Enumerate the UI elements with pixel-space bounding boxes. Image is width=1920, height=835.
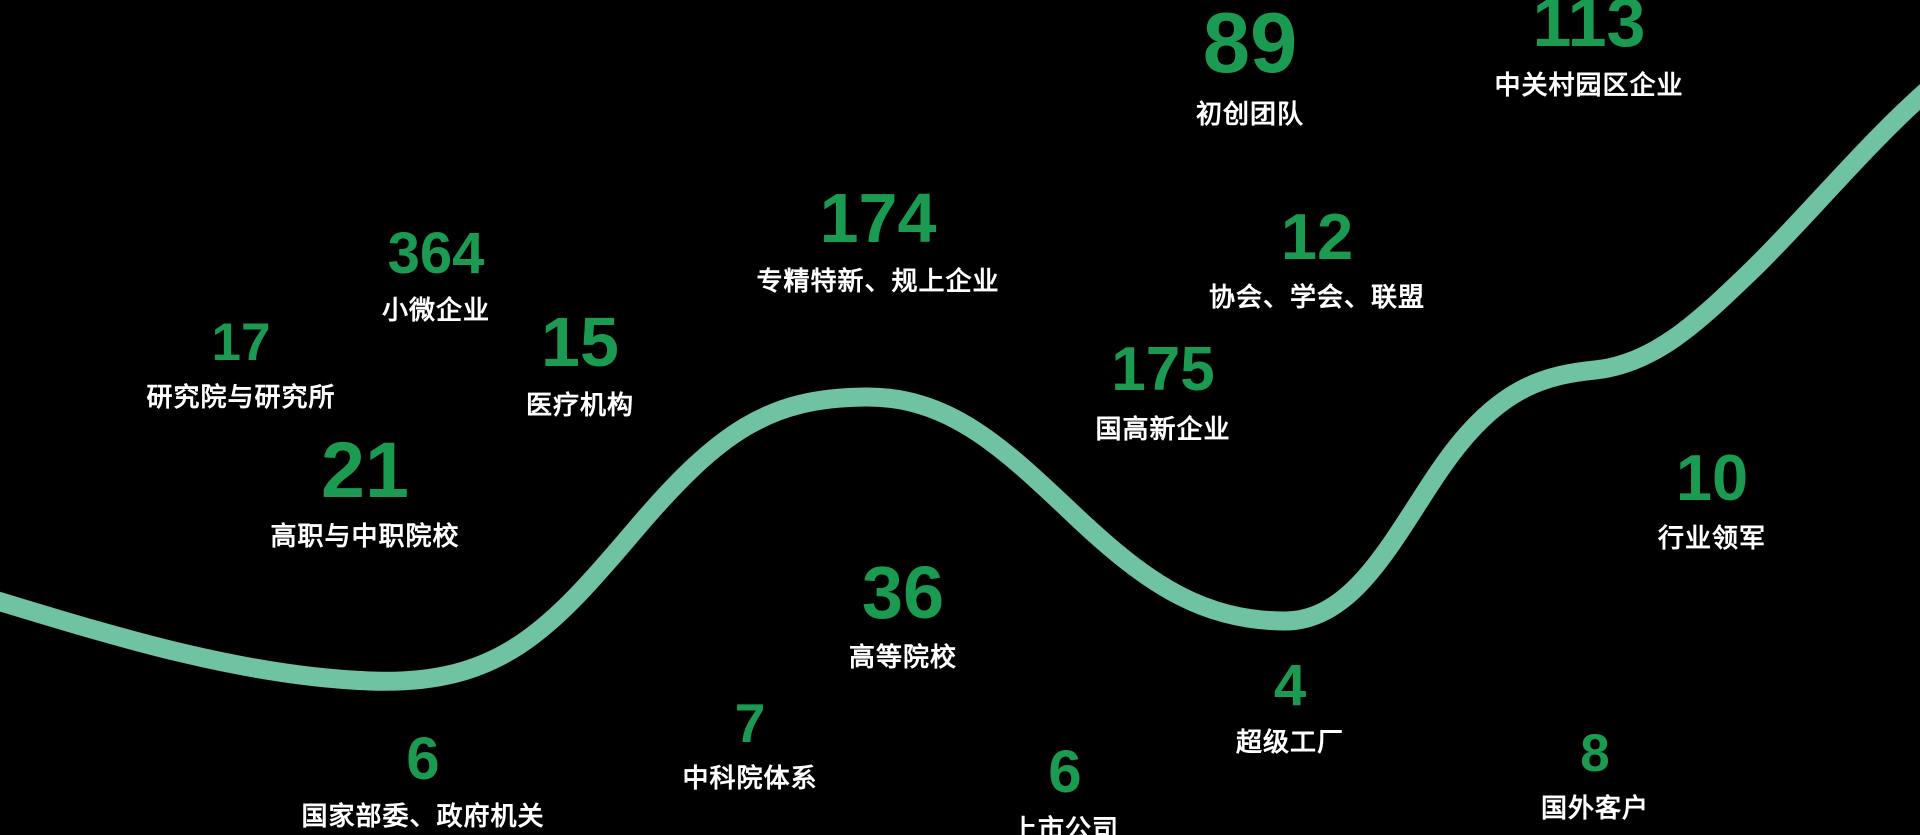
- stat-item: 15 医疗机构: [525, 303, 635, 422]
- stat-item: 8 国外客户: [1540, 724, 1650, 825]
- stat-value: 364: [387, 221, 485, 286]
- stat-label: 小微企业: [381, 295, 491, 326]
- stat-label: 高等院校: [848, 642, 958, 673]
- trend-wave-path: [0, 84, 1920, 691]
- stat-item: 175 国高新企业: [1095, 335, 1231, 446]
- stat-value: 4: [1273, 653, 1307, 718]
- stat-label: 行业领军: [1657, 522, 1767, 553]
- stat-value: 8: [1580, 724, 1610, 783]
- stat-item: 174 专精特新、规上企业: [756, 179, 1000, 298]
- stat-item: 89 初创团队: [1195, 0, 1305, 131]
- stat-label: 初创团队: [1195, 98, 1305, 129]
- stat-item: 17 研究院与研究所: [146, 313, 336, 414]
- stat-value: 10: [1675, 441, 1749, 514]
- stat-item: 21 高职与中职院校: [270, 425, 460, 553]
- stat-item: 4 超级工厂: [1235, 653, 1345, 759]
- stat-label: 医疗机构: [525, 389, 635, 420]
- stat-item: 6 上市公司: [1010, 738, 1120, 835]
- stat-item: 6 国家部委、政府机关: [301, 725, 545, 833]
- stat-value: 7: [734, 692, 766, 754]
- stat-value: 89: [1202, 0, 1298, 91]
- stat-label: 国家部委、政府机关: [301, 801, 545, 831]
- stat-item: 7 中科院体系: [682, 692, 818, 795]
- stat-item: 364 小微企业: [381, 221, 491, 327]
- stat-label: 国高新企业: [1095, 413, 1231, 444]
- stat-label: 上市公司: [1010, 814, 1120, 835]
- stat-label: 研究院与研究所: [146, 382, 336, 413]
- stat-label: 国外客户: [1540, 793, 1650, 824]
- stat-item: 113 中关村园区企业: [1494, 0, 1683, 102]
- stat-label: 协会、学会、联盟: [1208, 281, 1426, 312]
- stat-value: 175: [1111, 335, 1215, 404]
- stat-value: 174: [819, 179, 937, 257]
- stat-value: 15: [541, 303, 619, 381]
- stat-label: 超级工厂: [1235, 727, 1345, 758]
- stat-value: 36: [861, 551, 945, 634]
- stat-value: 21: [321, 425, 409, 514]
- stat-item: 12 协会、学会、联盟: [1208, 200, 1426, 314]
- stat-value: 12: [1280, 200, 1354, 273]
- stat-label: 中科院体系: [682, 763, 818, 794]
- stat-label: 中关村园区企业: [1494, 69, 1684, 100]
- stat-label: 高职与中职院校: [270, 521, 460, 552]
- stat-item: 10 行业领军: [1657, 441, 1767, 555]
- stat-item: 36 高等院校: [848, 551, 958, 674]
- stat-value: 17: [211, 313, 271, 372]
- stat-value: 6: [406, 725, 440, 792]
- stat-value: 113: [1532, 0, 1646, 61]
- stat-label: 专精特新、规上企业: [756, 265, 1000, 296]
- stat-value: 6: [1048, 738, 1082, 805]
